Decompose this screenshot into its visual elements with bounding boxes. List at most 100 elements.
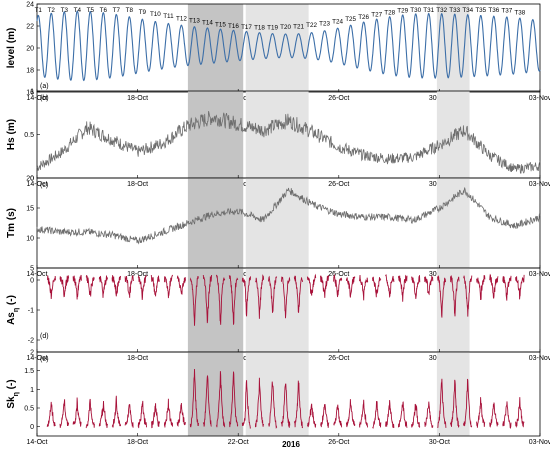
asymmetry-line <box>424 275 434 296</box>
asymmetry-line <box>241 276 252 317</box>
tide-label: T10 <box>150 11 161 18</box>
asymmetry-line <box>215 274 226 325</box>
asymmetry-line <box>228 275 239 325</box>
skewness-line <box>85 398 95 429</box>
tide-label: T6 <box>100 7 108 14</box>
asymmetry-line <box>476 275 486 301</box>
skewness-line <box>137 400 147 429</box>
y-tick-label: 22 <box>26 24 34 31</box>
y-tick-label: 1.5 <box>24 368 34 375</box>
panel-label: (e) <box>40 356 49 363</box>
asymmetry-line <box>72 274 82 300</box>
panel-label: (d) <box>40 333 49 340</box>
shaded-period-1 <box>187 4 244 92</box>
skewness-line <box>320 403 330 428</box>
skewness-line <box>202 374 212 427</box>
y-tick-label: 0 <box>30 176 34 183</box>
y-tick-label: 16 <box>26 90 34 97</box>
skewness-line <box>124 404 134 428</box>
tide-label: T16 <box>228 23 239 30</box>
panel-2: 00.5114-Oct18-Oct22-Oct26-Oct30-Oct03-No… <box>6 89 550 189</box>
asymmetry-line <box>163 274 174 299</box>
skewness-line <box>176 402 186 427</box>
tide-label: T19 <box>267 25 278 32</box>
asymmetry-line <box>345 276 356 298</box>
x-tick-label: 18-Oct <box>127 439 148 446</box>
asymmetry-line <box>189 275 199 326</box>
tide-label: T14 <box>202 20 213 27</box>
x-tick-label: 18-Oct <box>127 355 148 362</box>
panel-5: 0 0.5 1 1.5 2 14-Oct 18-Oct 22-Oct 26-Oct 30-Oct 0… <box>6 350 550 447</box>
asymmetry-line <box>85 274 95 297</box>
skewness-line <box>385 400 395 429</box>
tide-label: T34 <box>462 7 473 14</box>
shaded-period-2 <box>245 268 309 352</box>
asymmetry-line <box>502 275 512 301</box>
tide-label: T22 <box>306 22 317 29</box>
asymmetry-line <box>111 275 122 297</box>
tide-label: T1 <box>35 7 43 14</box>
tide-label: T3 <box>61 7 69 14</box>
tide-label: T30 <box>410 7 421 14</box>
y-tick-label: 0.5 <box>24 406 34 413</box>
skewness-line <box>333 404 343 428</box>
y-tick-label: 18 <box>26 68 34 75</box>
tm-line <box>36 187 541 245</box>
panel-4: 0-1-214-Oct18-Oct22-Oct26-Oct30-Oct03-No… <box>6 267 550 362</box>
asymmetry-line <box>124 275 134 298</box>
skewness-line <box>98 400 108 428</box>
y-tick-label: 0 <box>30 424 34 431</box>
shaded-period-2 <box>245 4 309 92</box>
skewness-line <box>229 371 239 428</box>
skewness-line <box>293 380 304 429</box>
y-axis-label: Asη (-) <box>6 295 20 325</box>
tide-label: T18 <box>254 25 265 32</box>
asymmetry-line <box>150 274 160 297</box>
asymmetry-line <box>306 273 317 296</box>
y-tick-label: 15 <box>26 206 34 213</box>
skewness-line <box>437 378 447 428</box>
skewness-line <box>189 368 199 428</box>
tide-label: T26 <box>358 14 369 21</box>
tide-label: T29 <box>397 7 408 14</box>
x-tick-label: 22-Oct <box>228 439 249 446</box>
asymmetry-line <box>397 274 408 302</box>
asymmetry-line <box>47 275 56 300</box>
shaded-period-1 <box>187 91 244 178</box>
tide-label: T23 <box>319 20 330 27</box>
skewness-line <box>450 379 460 428</box>
panel-3: 510152014-Oct18-Oct22-Oct26-Oct30-Oct03-… <box>6 176 550 279</box>
shaded-period-2 <box>245 91 309 178</box>
tide-label: T9 <box>139 9 147 16</box>
panel-1: 161820222414-Oct18-Oct22-Oct26-Oct30-Oct… <box>6 2 550 103</box>
panel-label: (a) <box>40 83 49 90</box>
y-axis-label: level (m) <box>6 28 17 69</box>
y-tick-label: 0.5 <box>24 132 34 139</box>
x-tick-label: 03-Nov <box>529 181 550 188</box>
water-level-line <box>36 10 541 82</box>
x-tick-label: 30-Oct <box>429 439 450 446</box>
asymmetry-line <box>98 275 108 298</box>
tide-label: T8 <box>126 7 134 14</box>
y-axis-label-suffix: (-) <box>6 295 17 308</box>
panel-label: (c) <box>40 182 48 189</box>
y-tick-label: 2 <box>30 350 34 357</box>
tide-label: T25 <box>345 16 356 23</box>
x-tick-label: 18-Oct <box>127 95 148 102</box>
skewness-line <box>372 400 382 429</box>
asymmetry-line <box>333 273 343 298</box>
tide-label: T21 <box>293 23 304 30</box>
y-tick-label: 5 <box>30 266 34 273</box>
y-tick-label: -1 <box>28 308 34 315</box>
tide-label: T13 <box>189 18 200 25</box>
x-tick-label: 18-Oct <box>127 271 148 278</box>
y-axis-label: Tm (s) <box>6 208 17 238</box>
skewness-line <box>359 399 369 428</box>
tide-label: T20 <box>280 24 291 31</box>
asymmetry-line <box>280 276 291 319</box>
asymmetry-line <box>293 275 304 313</box>
skewness-line <box>463 378 473 428</box>
x-tick-label: 26-Oct <box>328 439 349 446</box>
asymmetry-line <box>359 274 369 301</box>
y-tick-label: 1 <box>30 89 34 96</box>
